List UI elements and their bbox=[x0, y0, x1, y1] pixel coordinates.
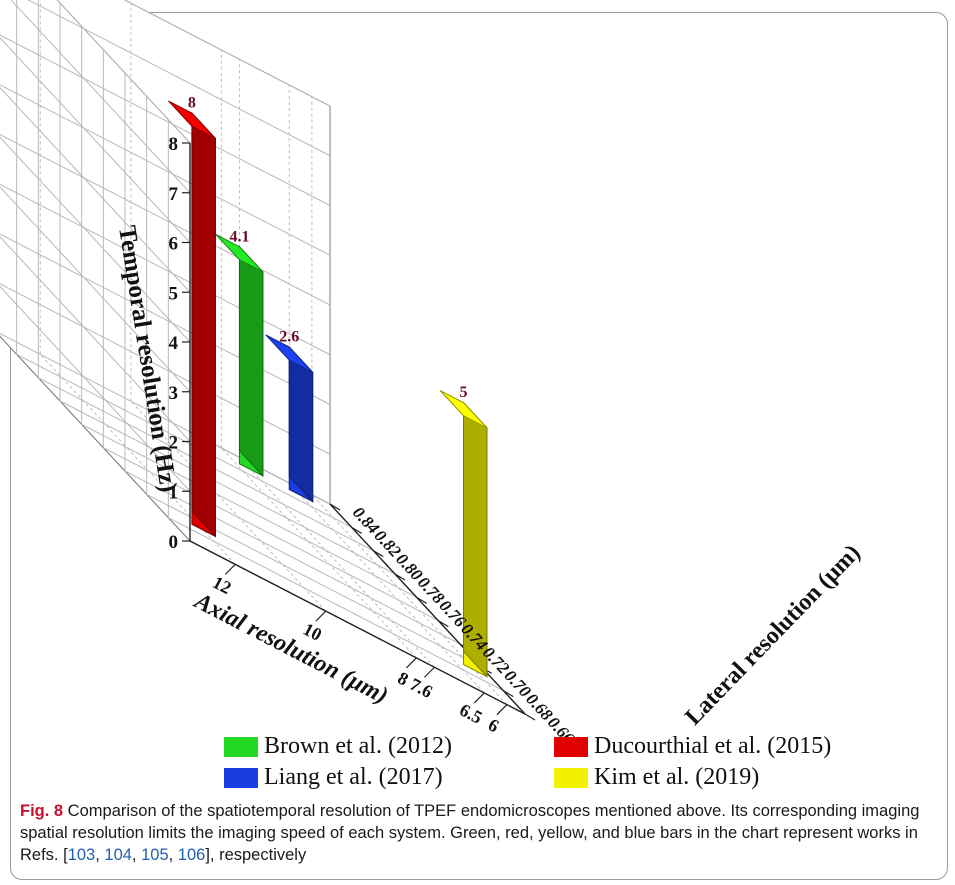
bar-value-label: 5 bbox=[460, 384, 468, 401]
bar-face-top bbox=[439, 390, 488, 429]
axial-tick bbox=[224, 563, 236, 575]
lateral-tick bbox=[373, 550, 384, 558]
bar-value-label: 8 bbox=[188, 95, 196, 112]
lateral-tick bbox=[329, 503, 341, 511]
bar-kim bbox=[439, 390, 488, 678]
z-tick-label: 0 bbox=[169, 532, 179, 553]
grid-line bbox=[168, 517, 504, 692]
grid-line bbox=[0, 34, 331, 206]
bar-face-top bbox=[168, 100, 216, 139]
z-tick-label: 1 bbox=[169, 482, 179, 503]
lateral-tick bbox=[351, 526, 362, 534]
bar-face-side bbox=[238, 245, 264, 478]
axial-tick bbox=[315, 610, 327, 622]
grid-line bbox=[81, 423, 417, 598]
chart-axes bbox=[182, 142, 536, 721]
axial-tick bbox=[424, 666, 435, 678]
z-tick-label: 8 bbox=[169, 134, 179, 155]
z-tick-label: 7 bbox=[169, 184, 179, 205]
z-tick-label: 3 bbox=[169, 383, 179, 404]
grid-line bbox=[0, 186, 191, 393]
grid-line bbox=[123, 0, 331, 107]
caption-text: Comparison of the spatiotemporal resolut… bbox=[20, 802, 920, 864]
grid-line bbox=[0, 233, 331, 405]
z-tick-label: 2 bbox=[169, 433, 179, 454]
ref-link-106[interactable]: 106 bbox=[177, 846, 206, 864]
axial-tick bbox=[405, 657, 417, 669]
bar-liang bbox=[265, 334, 314, 503]
grid-line bbox=[0, 236, 191, 442]
grid-line bbox=[56, 0, 191, 144]
lateral-tick bbox=[524, 713, 536, 721]
axial-tick-label: 7.6 bbox=[407, 674, 436, 702]
axial-tick-label: 6 bbox=[485, 714, 502, 736]
z-tick-label: 5 bbox=[169, 283, 179, 304]
chart-grid bbox=[0, 0, 526, 715]
grid-line bbox=[103, 447, 439, 622]
axial-axis-line bbox=[189, 540, 526, 715]
bar-face-top bbox=[265, 334, 314, 373]
axial-tick bbox=[496, 704, 508, 716]
grid-line bbox=[0, 183, 331, 356]
axial-tick bbox=[473, 692, 485, 704]
bar-face-side bbox=[191, 111, 216, 538]
axial-tick-label: 6.5 bbox=[456, 700, 485, 728]
z-tick-label: 4 bbox=[169, 333, 179, 354]
figure-caption: Fig. 8 Comparison of the spatiotemporal … bbox=[20, 802, 920, 864]
grid-line bbox=[0, 84, 331, 256]
grid-line bbox=[59, 400, 396, 575]
grid-line bbox=[0, 86, 191, 293]
caption-text-end: ], respectively bbox=[205, 846, 307, 864]
ref-link-105[interactable]: 105 bbox=[141, 846, 169, 864]
grid-line bbox=[0, 134, 331, 306]
ref-link-104[interactable]: 104 bbox=[104, 846, 132, 864]
lateral-tick bbox=[503, 690, 514, 698]
grid-line bbox=[0, 37, 191, 243]
grid-line bbox=[0, 333, 331, 505]
bar-value-label: 4.1 bbox=[229, 228, 249, 245]
chart-bars bbox=[168, 100, 488, 678]
lateral-tick bbox=[416, 596, 427, 604]
grid-line bbox=[16, 353, 352, 528]
grid-line bbox=[0, 283, 331, 455]
grid-line bbox=[0, 136, 191, 343]
grid-line bbox=[27, 0, 331, 157]
bar-ducourthial bbox=[168, 100, 216, 538]
z-tick-label: 6 bbox=[169, 234, 179, 255]
figure-label: Fig. 8 bbox=[20, 802, 64, 820]
lateral-tick bbox=[438, 620, 449, 628]
bar-value-label: 2.6 bbox=[279, 329, 299, 346]
grid-line bbox=[0, 285, 191, 492]
grid-line bbox=[10, 0, 191, 194]
lateral-tick bbox=[394, 573, 406, 581]
grid-line bbox=[124, 470, 461, 645]
bar-brown bbox=[215, 234, 264, 478]
ref-link-103[interactable]: 103 bbox=[67, 846, 96, 864]
bar-face-top bbox=[215, 234, 264, 273]
lateral-axis-title: Lateral resolution (μm) bbox=[680, 540, 865, 731]
lateral-axis-line bbox=[329, 503, 526, 715]
